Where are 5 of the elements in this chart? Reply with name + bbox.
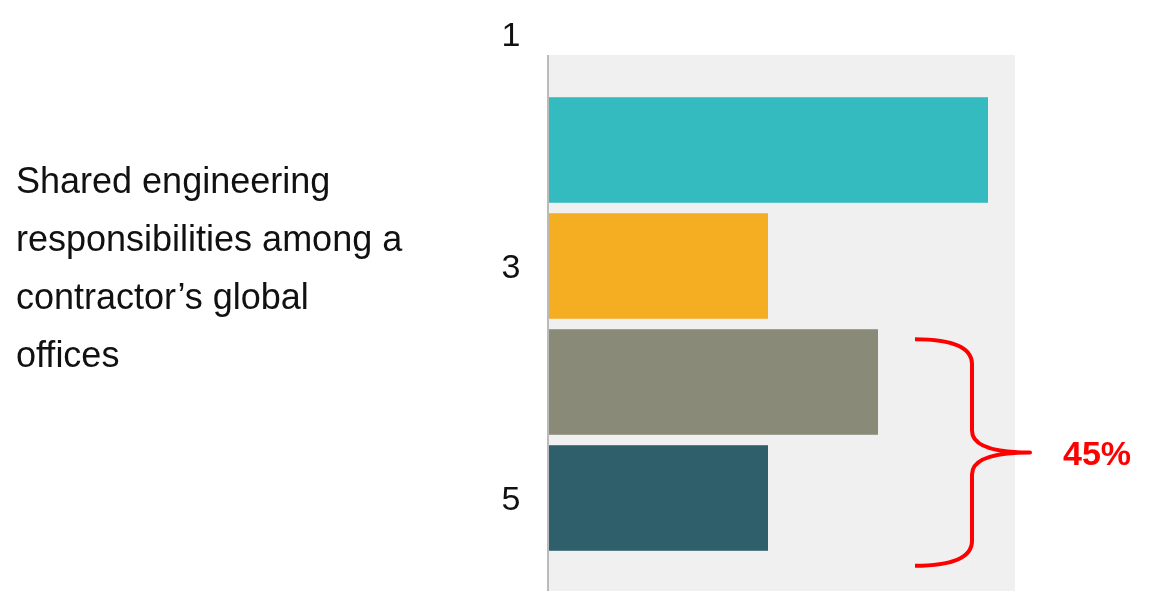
y-tick-label: 5 [501,478,521,517]
text: Shared engineering responsibilities among a contractor’s global offices [16,160,404,375]
text: 45% [1063,433,1132,472]
y-tick-label: 3 [501,246,521,285]
y-tick-label: 1 [501,14,521,53]
